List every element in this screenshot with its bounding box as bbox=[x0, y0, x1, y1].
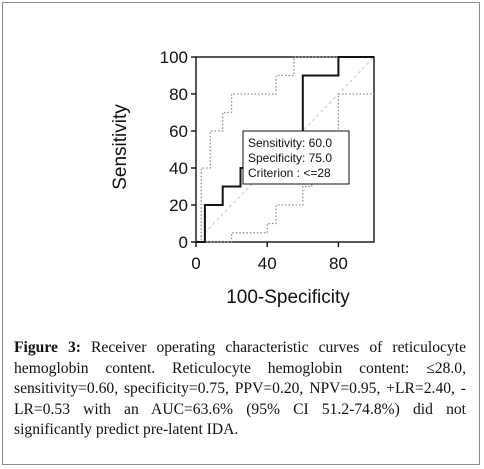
criterion-annotation: Sensitivity: 60.0 Specificity: 75.0 Crit… bbox=[242, 130, 350, 185]
x-tick-label: 40 bbox=[258, 254, 277, 273]
figure-frame bbox=[2, 2, 480, 465]
y-tick-label: 40 bbox=[169, 159, 188, 178]
annotation-line-specificity: Specificity: 75.0 bbox=[248, 151, 332, 165]
y-axis: 0 20 40 60 80 100 bbox=[160, 48, 196, 252]
x-axis-label: 100-Specificity bbox=[226, 287, 350, 308]
roc-series-solid bbox=[196, 56, 374, 243]
plot-border bbox=[195, 56, 375, 243]
annotation-line-criterion: Criterion : <=28 bbox=[248, 166, 331, 180]
y-tick-label: 20 bbox=[169, 196, 188, 215]
caption-text: Receiver operating characteristic curves… bbox=[14, 339, 466, 438]
x-tick-label: 80 bbox=[329, 254, 348, 273]
y-tick-label: 0 bbox=[179, 233, 188, 252]
x-axis: 0 40 80 bbox=[191, 242, 348, 273]
y-axis-label: Sensitivity bbox=[110, 104, 131, 190]
y-tick-label: 60 bbox=[169, 122, 188, 141]
roc-series-dotted-upper bbox=[196, 56, 374, 243]
annotation-line-sensitivity: Sensitivity: 60.0 bbox=[248, 136, 332, 150]
y-tick-label: 80 bbox=[169, 85, 188, 104]
roc-chart: 0 20 40 60 80 100 0 40 80 Sensitivity 100-Speci… bbox=[110, 48, 375, 308]
annotation-box bbox=[242, 130, 350, 185]
figure-caption: Figure 3: Receiver operating characteris… bbox=[14, 338, 466, 441]
x-tick-label: 0 bbox=[191, 254, 200, 273]
y-tick-label: 100 bbox=[160, 48, 188, 67]
caption-label: Figure 3: bbox=[14, 339, 81, 356]
